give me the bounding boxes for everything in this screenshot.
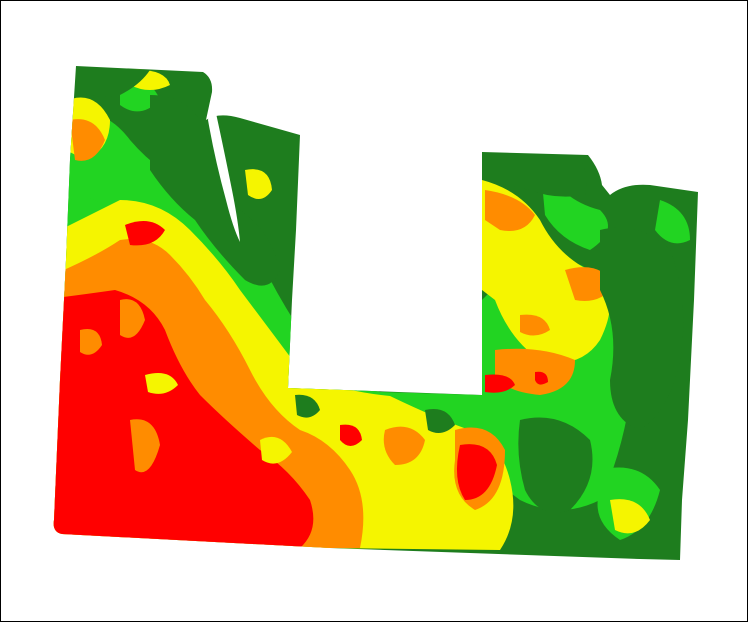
zone-very-high <box>485 158 587 197</box>
zone-low <box>383 426 425 465</box>
zone-medium <box>245 169 272 199</box>
zone-high <box>655 200 690 244</box>
zone-very-high <box>518 417 593 513</box>
zone-very-low <box>456 444 497 500</box>
zone-very-high <box>80 68 150 97</box>
zone-very-high <box>150 95 280 286</box>
zone-low <box>70 119 105 161</box>
zone-low <box>495 348 575 395</box>
zone-low <box>485 190 535 231</box>
zone-very-high <box>295 394 320 418</box>
zone-layer <box>53 68 690 550</box>
zone-low <box>520 314 550 336</box>
zone-very-low <box>53 290 314 548</box>
zone-low <box>80 329 102 355</box>
zone-very-high <box>600 227 684 430</box>
zone-high <box>540 160 608 250</box>
zone-low <box>120 299 145 338</box>
zone-medium <box>145 372 178 394</box>
zone-medium <box>260 436 292 464</box>
zone-very-low <box>535 371 548 385</box>
field-notch <box>208 95 240 242</box>
zone-very-low <box>125 221 165 246</box>
zone-medium <box>610 499 650 534</box>
zone-very-low <box>340 424 362 446</box>
zone-low <box>130 419 160 473</box>
zone-very-high <box>425 409 455 434</box>
zone-very-low <box>485 374 515 393</box>
